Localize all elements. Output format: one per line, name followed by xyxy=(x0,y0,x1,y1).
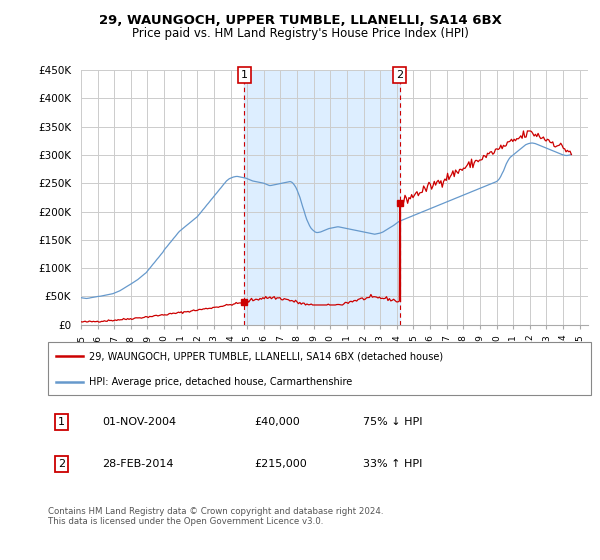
Text: 2: 2 xyxy=(58,459,65,469)
Text: 1: 1 xyxy=(241,70,248,80)
Text: 2: 2 xyxy=(396,70,403,80)
Text: £215,000: £215,000 xyxy=(254,459,307,469)
Text: Contains HM Land Registry data © Crown copyright and database right 2024.
This d: Contains HM Land Registry data © Crown c… xyxy=(48,507,383,526)
Text: Price paid vs. HM Land Registry's House Price Index (HPI): Price paid vs. HM Land Registry's House … xyxy=(131,27,469,40)
Text: 28-FEB-2014: 28-FEB-2014 xyxy=(103,459,174,469)
Text: 1: 1 xyxy=(58,417,65,427)
Text: £40,000: £40,000 xyxy=(254,417,300,427)
Text: HPI: Average price, detached house, Carmarthenshire: HPI: Average price, detached house, Carm… xyxy=(89,377,352,387)
Text: 29, WAUNGOCH, UPPER TUMBLE, LLANELLI, SA14 6BX (detached house): 29, WAUNGOCH, UPPER TUMBLE, LLANELLI, SA… xyxy=(89,352,443,362)
Bar xyxy=(244,70,400,325)
Text: 75% ↓ HPI: 75% ↓ HPI xyxy=(363,417,422,427)
Text: 29, WAUNGOCH, UPPER TUMBLE, LLANELLI, SA14 6BX: 29, WAUNGOCH, UPPER TUMBLE, LLANELLI, SA… xyxy=(98,14,502,27)
FancyBboxPatch shape xyxy=(48,342,591,395)
Text: 01-NOV-2004: 01-NOV-2004 xyxy=(103,417,176,427)
Text: 33% ↑ HPI: 33% ↑ HPI xyxy=(363,459,422,469)
